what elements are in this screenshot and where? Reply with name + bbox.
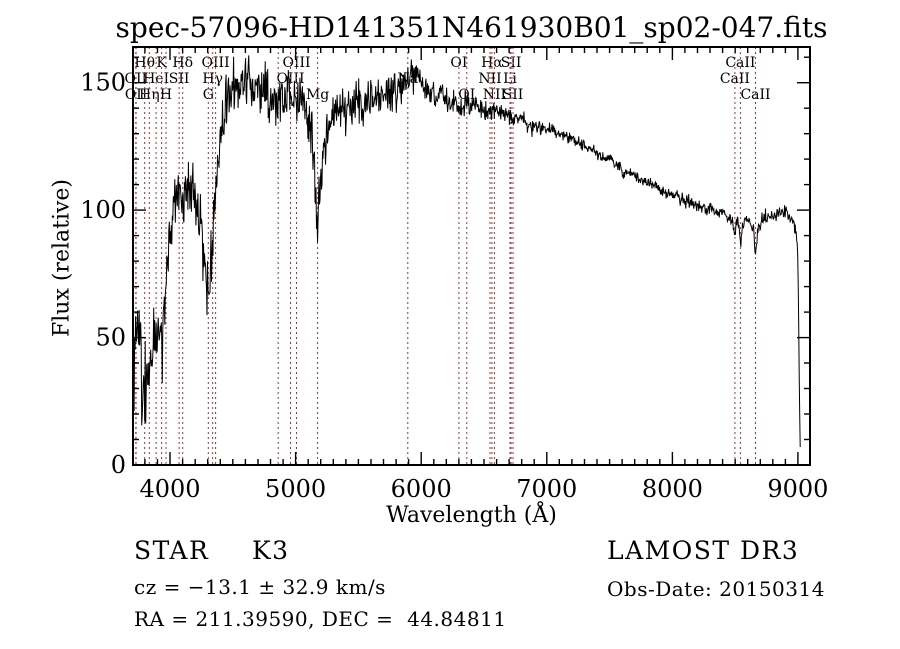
x-tick-label: 9000 xyxy=(767,475,828,503)
spectrum-trace xyxy=(132,55,801,448)
obs-date-label: Obs-Date: 20150314 xyxy=(607,577,825,601)
x-tick-label: 7000 xyxy=(516,475,577,503)
ra-dec-label: RA = 211.39590, DEC = 44.84811 xyxy=(134,607,507,631)
cz-velocity-label: cz = −13.1 ± 32.9 km/s xyxy=(134,575,386,599)
x-tick-label: 4000 xyxy=(139,475,200,503)
survey-release-label: LAMOST DR3 xyxy=(607,536,800,565)
x-tick-label: 8000 xyxy=(642,475,703,503)
x-axis-title: Wavelength (Å) xyxy=(386,503,557,528)
spectral-line-label: CaII xyxy=(740,87,770,103)
spectral-line-label: OII xyxy=(125,87,148,103)
spectral-line-label: H xyxy=(160,87,172,103)
spectral-line-label: G xyxy=(203,87,214,103)
spectral-line-label: Mg xyxy=(306,87,329,103)
y-tick-label: 150 xyxy=(80,69,126,97)
x-tick-label: 5000 xyxy=(265,475,326,503)
spectral-line-label: Hη xyxy=(139,87,160,103)
spectral-line-label: NII xyxy=(483,87,506,103)
x-tick-label: 6000 xyxy=(391,475,452,503)
object-class-label: STAR xyxy=(134,536,210,565)
y-tick-label: 0 xyxy=(111,451,126,479)
y-tick-label: 100 xyxy=(80,196,126,224)
spectral-line-label: OI xyxy=(458,87,475,103)
y-axis-title: Flux (relative) xyxy=(49,178,75,338)
spectral-line-label: SII xyxy=(503,87,524,103)
y-tick-label: 50 xyxy=(95,324,126,352)
spectrum-filename-title: spec-57096-HD141351N461930B01_sp02-047.f… xyxy=(115,11,828,44)
object-subclass-label: K3 xyxy=(252,536,290,565)
